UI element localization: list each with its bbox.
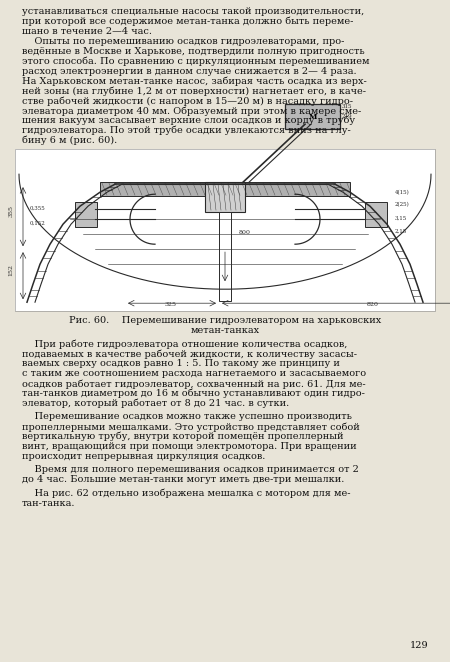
Bar bbox=[100, 182, 350, 196]
Text: тан-танков диаметром до 16 м обычно устанавливают один гидро-: тан-танков диаметром до 16 м обычно уста… bbox=[22, 389, 365, 399]
Text: 2,15: 2,15 bbox=[395, 228, 407, 233]
Text: При работе гидроэлеватора отношение количества осадков,: При работе гидроэлеватора отношение коли… bbox=[22, 340, 347, 350]
Text: элеватор, который работает от 8 до 21 час. в сутки.: элеватор, который работает от 8 до 21 ча… bbox=[22, 399, 289, 408]
Bar bbox=[365, 202, 387, 227]
Text: этого способа. По сравнению с циркуляционным перемешиванием: этого способа. По сравнению с циркуляцио… bbox=[22, 57, 369, 66]
Text: метан-танках: метан-танках bbox=[190, 326, 260, 335]
Bar bbox=[15, 149, 435, 311]
Text: 325: 325 bbox=[164, 302, 176, 307]
Text: элеватора диаметром 40 мм. Образуемый при этом в камере сме-: элеватора диаметром 40 мм. Образуемый пр… bbox=[22, 106, 361, 115]
Text: вертикальную трубу, внутри которой помещён пропеллерный: вертикальную трубу, внутри которой помещ… bbox=[22, 432, 343, 442]
Text: 315: 315 bbox=[342, 104, 352, 109]
Text: 355: 355 bbox=[9, 205, 13, 217]
Text: гидроэлеватора. По этой трубе осадки увлекаются вниз на глу-: гидроэлеватора. По этой трубе осадки увл… bbox=[22, 126, 351, 135]
Text: устанавливаться специальные насосы такой производительности,: устанавливаться специальные насосы такой… bbox=[22, 7, 364, 16]
Text: 2(25): 2(25) bbox=[395, 202, 410, 207]
Text: 0,355: 0,355 bbox=[30, 205, 46, 211]
Text: Перемешивание осадков можно также успешно производить: Перемешивание осадков можно также успешн… bbox=[22, 412, 352, 421]
Text: М: М bbox=[308, 113, 317, 120]
Text: Опыты по перемешиванию осадков гидроэлеваторами, про-: Опыты по перемешиванию осадков гидроэлев… bbox=[22, 37, 344, 46]
Text: ней зоны (на глубине 1,2 м от поверхности) нагнетает его, в каче-: ней зоны (на глубине 1,2 м от поверхност… bbox=[22, 87, 366, 96]
Text: шения вакуум засасывает верхние слои осадков и корду в трубу: шения вакуум засасывает верхние слои оса… bbox=[22, 116, 355, 125]
Text: до 4 час. Большие метан-танки могут иметь две-три мешалки.: до 4 час. Большие метан-танки могут имет… bbox=[22, 475, 344, 484]
Text: 129: 129 bbox=[410, 641, 428, 650]
Text: 152: 152 bbox=[9, 264, 13, 276]
Text: пропеллерными мешалками. Это устройство представляет собой: пропеллерными мешалками. Это устройство … bbox=[22, 422, 360, 432]
Text: расход электроэнергии в данном случае снижается в 2— 4 раза.: расход электроэнергии в данном случае сн… bbox=[22, 67, 356, 76]
Text: при которой все содержимое метан-танка должно быть переме-: при которой все содержимое метан-танка д… bbox=[22, 17, 353, 26]
Text: ваемых сверху осадков равно 1 : 5. По такому же принципу и: ваемых сверху осадков равно 1 : 5. По та… bbox=[22, 359, 340, 368]
Text: На Харьковском метан-танке насос, забирая часть осадка из верх-: На Харьковском метан-танке насос, забира… bbox=[22, 77, 367, 86]
Text: ведённые в Москве и Харькове, подтвердили полную пригодность: ведённые в Москве и Харькове, подтвердил… bbox=[22, 47, 364, 56]
Text: винт, вращающийся при помощи электромотора. При вращении: винт, вращающийся при помощи электромото… bbox=[22, 442, 356, 451]
Text: 820: 820 bbox=[367, 302, 379, 307]
Text: 0,152: 0,152 bbox=[30, 220, 46, 225]
Bar bbox=[75, 202, 97, 227]
Text: бину 6 м (рис. 60).: бину 6 м (рис. 60). bbox=[22, 136, 117, 145]
Text: тан-танка.: тан-танка. bbox=[22, 498, 76, 508]
Text: На рис. 62 отдельно изображена мешалка с мотором для ме-: На рис. 62 отдельно изображена мешалка с… bbox=[22, 489, 351, 498]
Bar bbox=[205, 182, 245, 213]
Text: с таким же соотношением расхода нагнетаемого и засасываемого: с таким же соотношением расхода нагнетае… bbox=[22, 369, 366, 378]
Bar bbox=[219, 213, 231, 301]
Text: 800: 800 bbox=[239, 230, 251, 235]
Text: Время для полного перемешивания осадков принимается от 2: Время для полного перемешивания осадков … bbox=[22, 465, 359, 474]
Text: 4(15): 4(15) bbox=[395, 190, 410, 195]
Text: происходит непрерывная циркуляция осадков.: происходит непрерывная циркуляция осадко… bbox=[22, 451, 265, 461]
Bar bbox=[285, 104, 340, 129]
Text: осадков работает гидроэлеватор, сохваченный на рис. 61. Для ме-: осадков работает гидроэлеватор, сохвачен… bbox=[22, 379, 365, 389]
Text: стве рабочей жидкости (с напором в 15—20 м) в насадку гидро-: стве рабочей жидкости (с напором в 15—20… bbox=[22, 96, 353, 106]
Text: Рис. 60.    Перемешивание гидроэлеватором на харьковских: Рис. 60. Перемешивание гидроэлеватором н… bbox=[69, 316, 381, 325]
Text: 3,15: 3,15 bbox=[395, 215, 407, 220]
Bar bbox=[15, 149, 435, 311]
Text: подаваемых в качестве рабочей жидкости, к количеству засасы-: подаваемых в качестве рабочей жидкости, … bbox=[22, 350, 357, 359]
Text: 219: 219 bbox=[342, 115, 353, 119]
Text: шано в течение 2—4 час.: шано в течение 2—4 час. bbox=[22, 26, 152, 36]
